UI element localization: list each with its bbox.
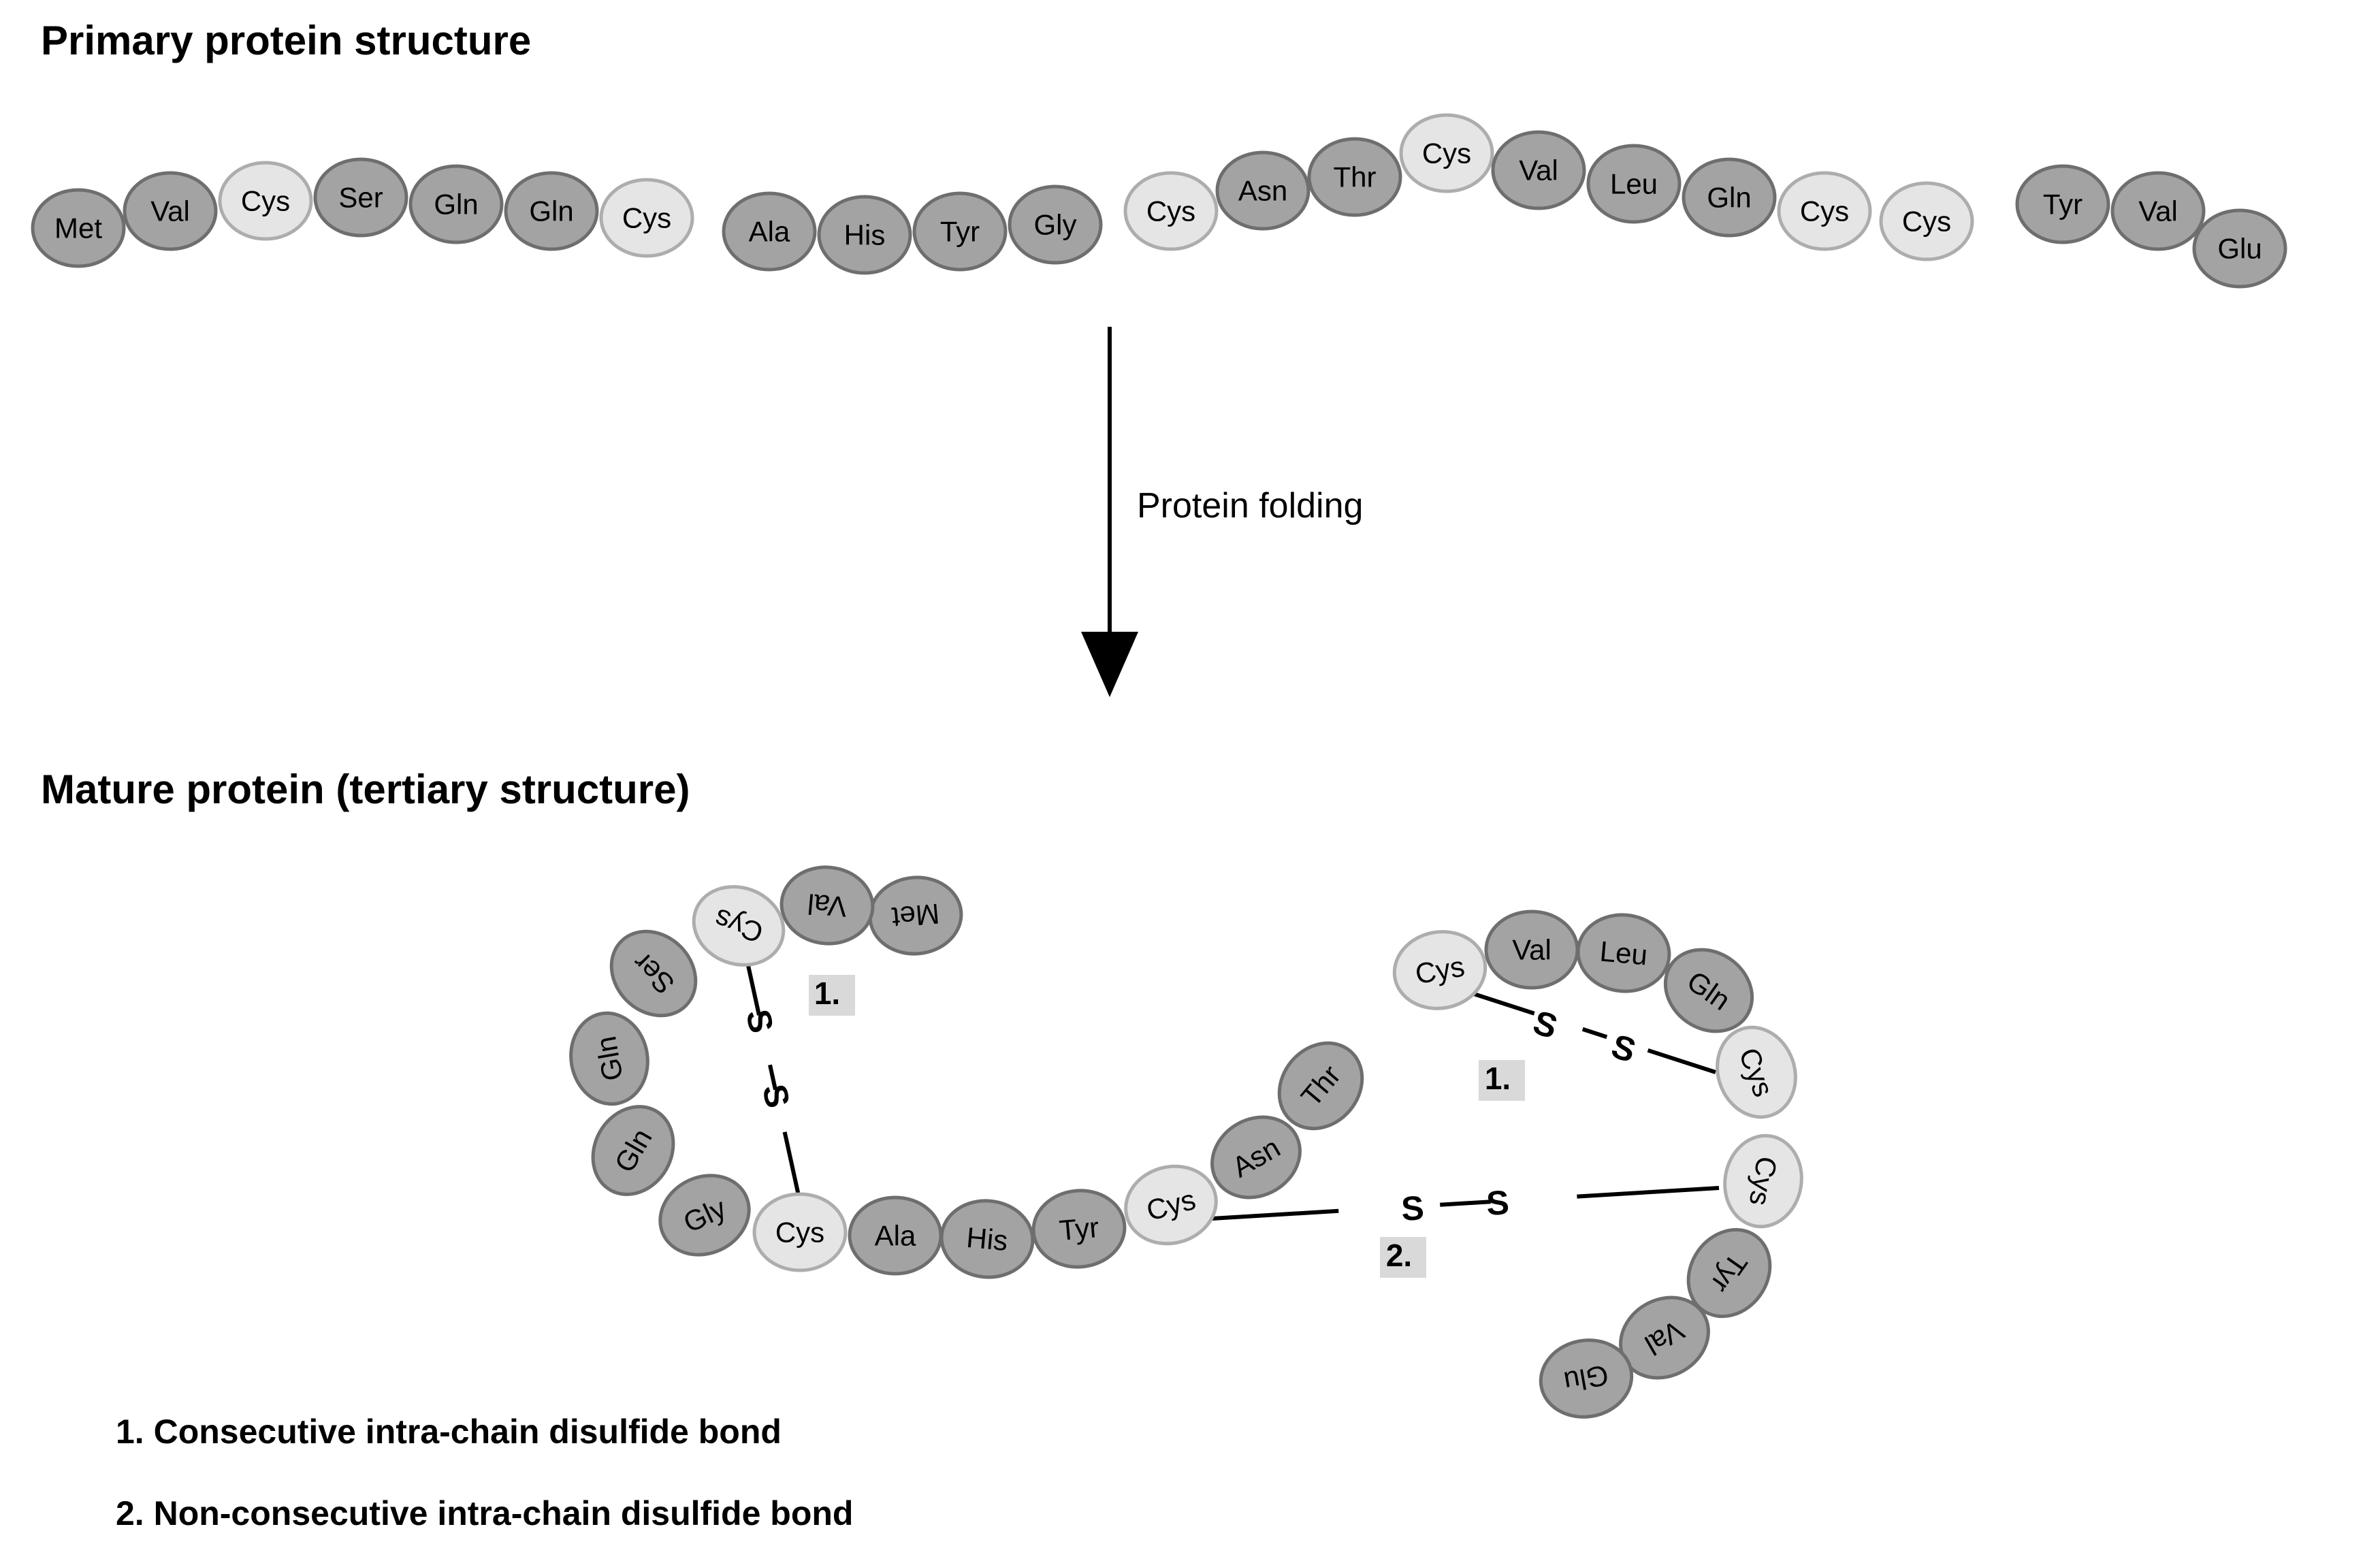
aa-label: Val <box>806 888 848 923</box>
primary-aa-2-cys: Cys <box>220 163 311 239</box>
primary-aa-18-cys: Cys <box>1779 173 1870 249</box>
primary-aa-5-gln: Gln <box>506 173 597 249</box>
protein-folding-diagram: Primary protein structure Mature protein … <box>0 0 2380 1561</box>
aa-label: Gln <box>434 189 478 221</box>
mature-aa-15-val: Val <box>1486 912 1577 988</box>
primary-aa-16-leu: Leu <box>1588 146 1679 222</box>
diagram-canvas: Primary protein structure Mature protein … <box>0 0 2380 1561</box>
primary-aa-3-ser: Ser <box>315 159 406 236</box>
aa-label: Ala <box>875 1220 916 1252</box>
legend-item-1: 1. Consecutive intra-chain disulfide bon… <box>116 1413 782 1451</box>
aa-label: Leu <box>1610 168 1658 200</box>
aa-label: Gly <box>1034 209 1077 241</box>
bond-number-label: 1. <box>1485 1061 1511 1096</box>
aa-label: Ser <box>338 182 383 214</box>
primary-aa-4-gln: Gln <box>411 166 502 242</box>
primary-aa-9-tyr: Tyr <box>914 193 1006 270</box>
aa-label: Tyr <box>940 216 980 248</box>
aa-label: Cys <box>1902 206 1951 238</box>
aa-label: His <box>965 1221 1010 1257</box>
primary-aa-13-thr: Thr <box>1309 139 1400 215</box>
mature-aa-7-cys: Cys <box>754 1194 846 1270</box>
primary-aa-20-tyr: Tyr <box>2017 166 2108 242</box>
primary-aa-14-cys: Cys <box>1401 115 1492 191</box>
aa-label: Cys <box>1422 138 1471 170</box>
primary-aa-11-cys: Cys <box>1125 173 1217 249</box>
primary-aa-22-glu: Glu <box>2194 210 2285 287</box>
aa-label: Cys <box>775 1217 824 1249</box>
primary-aa-17-gln: Gln <box>1684 159 1775 236</box>
aa-label: Cys <box>622 202 671 234</box>
aa-label: Ala <box>749 216 790 248</box>
aa-label: Val <box>1519 155 1558 187</box>
aa-label: Leu <box>1598 935 1649 971</box>
aa-label: Tyr <box>1058 1211 1100 1246</box>
aa-label: Cys <box>241 185 290 217</box>
primary-aa-12-asn: Asn <box>1217 152 1308 229</box>
aa-label: Val <box>2138 195 2178 227</box>
bond-s-letter: S <box>1400 1189 1425 1228</box>
folding-arrow-label: Protein folding <box>1137 486 1363 526</box>
primary-aa-19-cys: Cys <box>1881 183 1972 259</box>
bond-number-label: 1. <box>814 976 840 1011</box>
bond-number-label: 2. <box>1386 1238 1412 1273</box>
primary-aa-15-val: Val <box>1493 132 1584 208</box>
bond-s-letter: S <box>1485 1183 1510 1223</box>
mature-aa-8-ala: Ala <box>850 1197 941 1274</box>
aa-label: Asn <box>1238 175 1287 207</box>
aa-label: Tyr <box>2043 189 2082 221</box>
primary-aa-7-ala: Ala <box>724 193 815 270</box>
aa-label: Cys <box>1800 195 1849 227</box>
primary-aa-1-val: Val <box>125 173 216 249</box>
aa-label: Gln <box>1707 182 1751 214</box>
primary-aa-6-cys: Cys <box>601 180 692 256</box>
legend-item-2: 2. Non-consecutive intra-chain disulfide… <box>116 1494 853 1532</box>
title-mature: Mature protein (tertiary structure) <box>41 767 690 812</box>
primary-aa-21-val: Val <box>2112 173 2204 249</box>
aa-label: Glu <box>2217 233 2262 265</box>
aa-label: Gln <box>529 195 573 227</box>
aa-label: Cys <box>1146 195 1195 227</box>
aa-label: Met <box>54 212 102 244</box>
aa-label: Thr <box>1334 161 1377 193</box>
primary-aa-10-gly: Gly <box>1010 187 1101 263</box>
aa-label: His <box>844 219 886 251</box>
aa-label: Val <box>150 195 190 227</box>
aa-label: Met <box>890 898 941 934</box>
primary-aa-8-his: His <box>819 197 910 273</box>
title-primary: Primary protein structure <box>41 18 531 63</box>
primary-aa-0-met: Met <box>33 190 124 266</box>
aa-label: Val <box>1512 934 1551 966</box>
